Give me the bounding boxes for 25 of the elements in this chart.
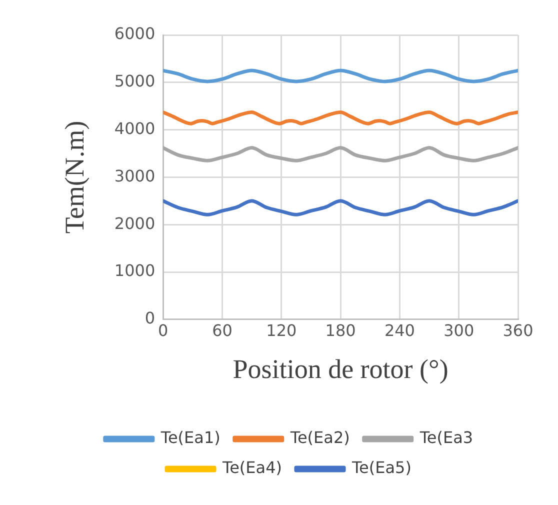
- y-tick-label: 3000: [114, 166, 156, 186]
- legend-label: Te(Ea2): [289, 428, 350, 448]
- x-tick-label: 0: [158, 321, 168, 340]
- y-tick-label: 1000: [114, 261, 156, 280]
- y-tick-label: 6000: [114, 24, 156, 44]
- line-series: [163, 199, 518, 216]
- line-series: [163, 110, 518, 126]
- legend-label: Te(Ea5): [351, 458, 412, 478]
- x-tick-label: 240: [384, 321, 415, 340]
- x-tick-label: 360: [502, 321, 534, 340]
- legend-label: Te(Ea3: [418, 428, 474, 448]
- y-tick-label: 4000: [114, 118, 156, 138]
- y-tick-label: 0: [144, 308, 156, 328]
- x-tick-label: 180: [325, 321, 356, 340]
- line-series: [163, 146, 518, 162]
- x-tick-label: 300: [444, 321, 474, 340]
- y-axis-title: Tem(N.m): [59, 120, 90, 234]
- legend-label: Te(Ea1): [160, 428, 220, 448]
- y-tick-label: 2000: [114, 214, 156, 233]
- x-tick-label: 60: [212, 321, 232, 340]
- line-series: [163, 68, 518, 84]
- x-tick-label: 120: [266, 321, 297, 340]
- y-tick-label: 5000: [114, 72, 156, 91]
- legend-label: Te(Ea4): [222, 458, 282, 478]
- x-axis-title: Position de rotor (°): [232, 354, 448, 384]
